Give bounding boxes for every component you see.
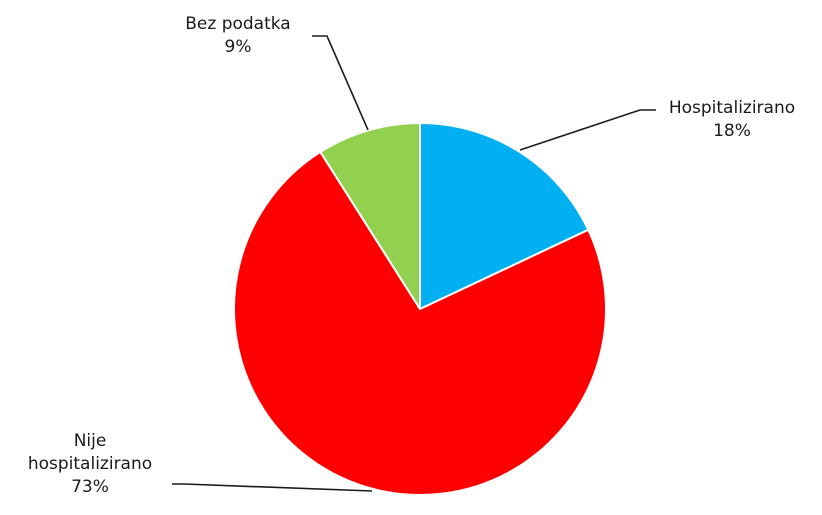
label-bez-podatka: Bez podatka 9% [170,13,306,59]
leader-line-nije-hospitalizirano [172,483,373,492]
leader-line-hospitalizirano [519,109,656,151]
label-nije-hospitalizirano-value: 73% [71,477,109,497]
leader-lines [172,35,656,492]
label-hospitalizirano: Hospitalizirano 18% [652,97,812,143]
pie-slice-hospitalizirano [419,122,590,310]
label-nije-hospitalizirano: Nije hospitalizirano 73% [8,430,172,499]
label-bez-podatka-value: 9% [224,37,252,57]
label-bez-podatka-name: Bez podatka [185,14,291,34]
label-hospitalizirano-name: Hospitalizirano [668,98,796,118]
label-nije-hospitalizirano-line1: Nije [73,431,107,451]
label-hospitalizirano-value: 18% [713,121,751,141]
pie-slice-nije-hospitalizirano [233,150,607,496]
pie-slice-bez-podatka [319,122,421,310]
pie-slices [233,122,607,496]
leader-line-bez-podatka [312,35,369,131]
label-nije-hospitalizirano-line2: hospitalizirano [27,454,153,474]
